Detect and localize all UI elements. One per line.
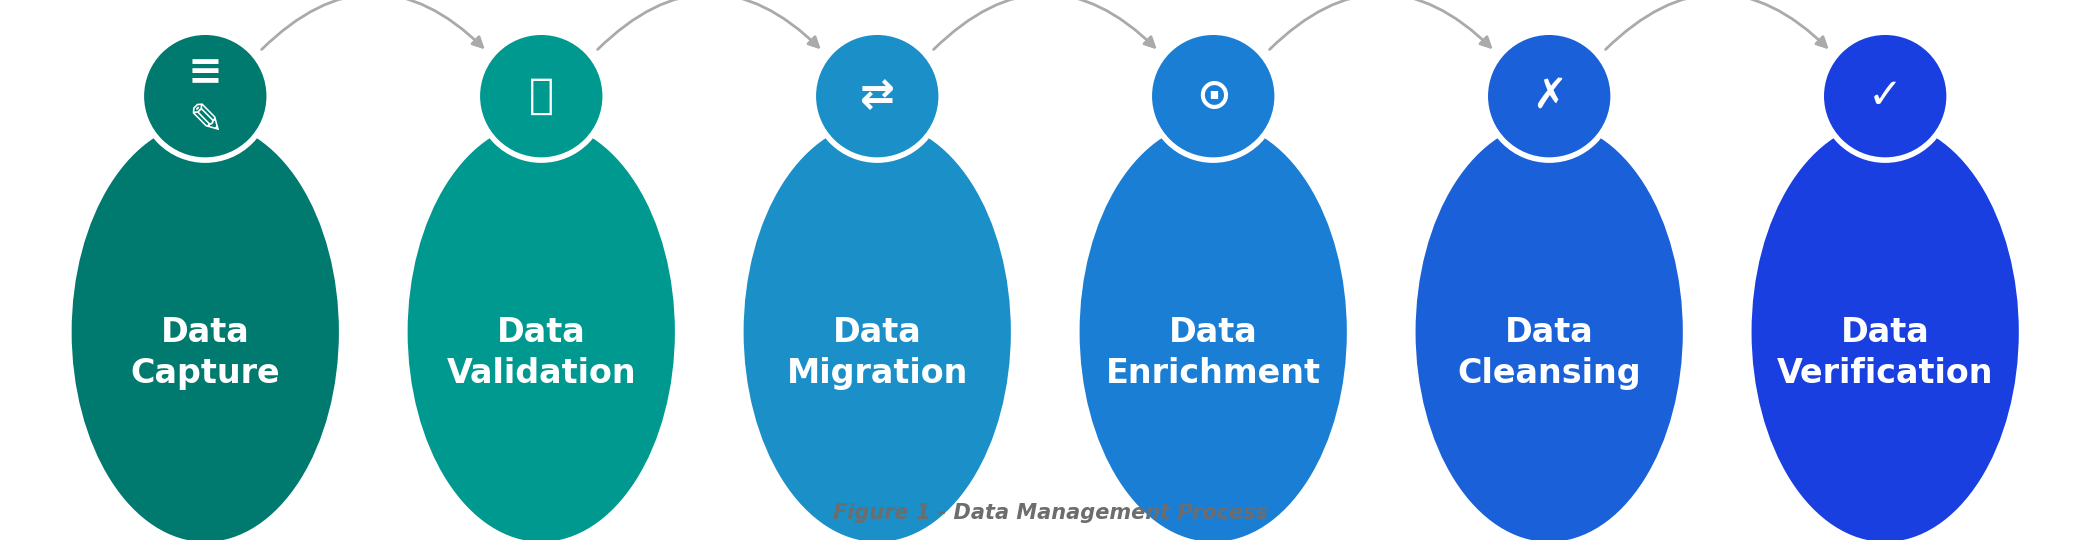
Text: ✓: ✓ <box>1867 75 1903 117</box>
Text: Figure 1 - Data Management Process: Figure 1 - Data Management Process <box>832 503 1268 523</box>
Text: Data
Cleansing: Data Cleansing <box>1457 316 1640 390</box>
Text: Data
Enrichment: Data Enrichment <box>1107 316 1321 390</box>
Circle shape <box>1821 32 1949 160</box>
Text: Data
Migration: Data Migration <box>788 316 968 390</box>
Ellipse shape <box>1751 122 2018 540</box>
Circle shape <box>813 32 941 160</box>
Text: Data
Validation: Data Validation <box>447 316 636 390</box>
Text: ✗: ✗ <box>1531 75 1567 117</box>
Circle shape <box>141 32 269 160</box>
Ellipse shape <box>1079 122 1346 540</box>
Circle shape <box>1149 32 1277 160</box>
Text: Data
Capture: Data Capture <box>130 316 279 390</box>
Text: ⇄: ⇄ <box>859 75 895 117</box>
Text: ⊙: ⊙ <box>1195 75 1231 117</box>
Text: 👍: 👍 <box>529 75 554 117</box>
Text: Data
Verification: Data Verification <box>1777 316 1993 390</box>
Ellipse shape <box>407 122 674 540</box>
Ellipse shape <box>71 122 338 540</box>
Ellipse shape <box>743 122 1010 540</box>
Ellipse shape <box>1415 122 1682 540</box>
Circle shape <box>477 32 605 160</box>
Circle shape <box>1485 32 1613 160</box>
Text: ≡
✎: ≡ ✎ <box>187 51 223 141</box>
